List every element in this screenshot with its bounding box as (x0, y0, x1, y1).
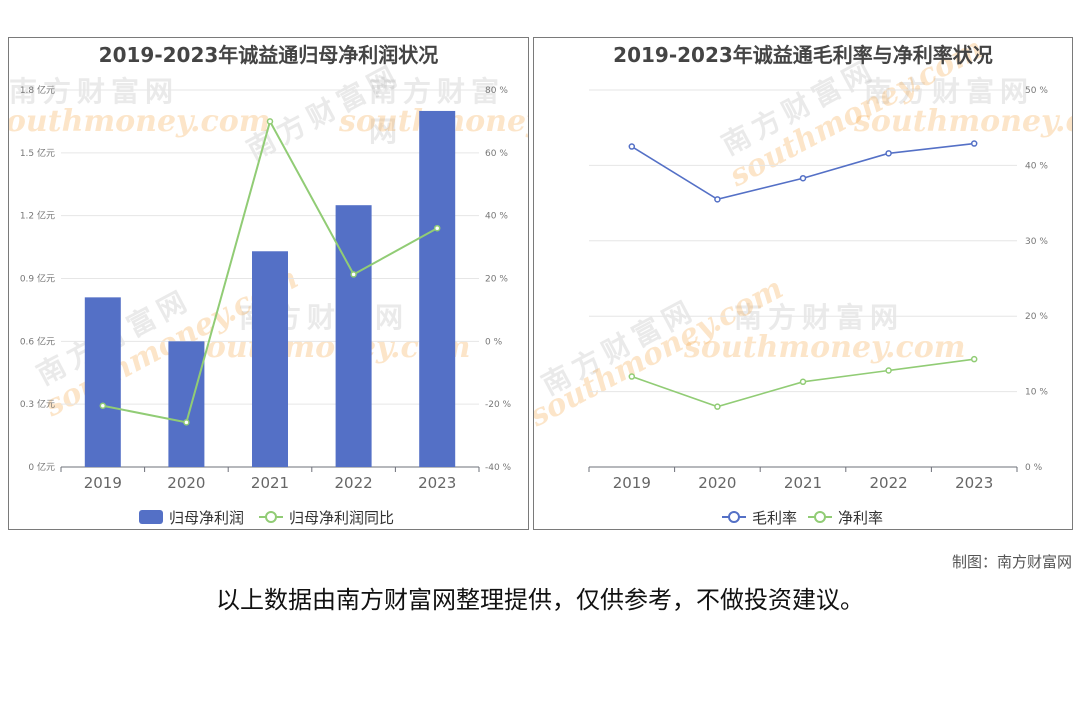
bar-net-profit (419, 110, 456, 467)
right-axis-tick-label: -40 % (485, 463, 512, 473)
point-net-margin (714, 403, 721, 410)
chart-credit: 制图：南方财富网 (951, 553, 1072, 571)
point-gross-margin (799, 174, 807, 182)
bar-net-profit (168, 341, 205, 467)
right-axis-tick-label: 0 % (485, 337, 503, 347)
x-axis-tick-label: 2020 (698, 474, 736, 492)
legend-marker-net-margin (814, 511, 826, 523)
legend-label-yoy: 归母净利润同比 (289, 509, 394, 527)
left-axis-tick-label: 0.6 亿元 (20, 335, 55, 347)
point-net-margin (970, 355, 978, 363)
point-yoy (266, 118, 274, 125)
x-axis-tick-label: 2022 (870, 474, 908, 492)
point-gross-margin (885, 150, 892, 157)
right-axis-tick-label: 20 % (1025, 312, 1048, 322)
point-gross-margin (970, 140, 978, 147)
right-axis-tick-label: 80 % (485, 86, 508, 96)
disclaimer: 以上数据由南方财富网整理提供，仅供参考，不做投资建议。 (216, 586, 864, 614)
left-axis-tick-label: 0.9 亿元 (20, 273, 55, 285)
chart-title: 2019-2023年诚益通毛利率与净利率状况 (613, 43, 993, 67)
bar-net-profit (84, 297, 121, 467)
right-axis-tick-label: 30 % (1025, 237, 1048, 247)
right-axis-tick-label: 20 % (485, 275, 508, 285)
right-axis-tick-label: 40 % (1025, 161, 1048, 171)
point-gross-margin (628, 143, 636, 150)
right-axis-tick-label: 50 % (1025, 86, 1048, 96)
bar-net-profit (335, 205, 372, 467)
point-gross-margin (714, 196, 721, 203)
x-axis-tick-label: 2021 (251, 474, 289, 492)
left-axis-tick-label: 1.2 亿元 (20, 210, 55, 222)
legend-label-gross-margin: 毛利率 (752, 509, 797, 527)
legend-marker-yoy (265, 511, 277, 523)
x-axis-tick-label: 2019 (613, 474, 651, 492)
right-axis-tick-label: 40 % (485, 212, 508, 222)
legend-label-net-margin: 净利率 (838, 509, 883, 527)
series-line-gross-margin (631, 142, 975, 201)
left-axis-tick-label: 0.3 亿元 (20, 398, 55, 410)
chart-margins: 0 % 10 % 20 % 30 % 40 % 50 % 2019 2020 2021 2022 2… (588, 86, 1048, 527)
legend-marker-gross-margin (728, 511, 740, 523)
right-axis-tick-label: -20 % (485, 400, 512, 410)
x-axis-tick-label: 2019 (84, 474, 122, 492)
x-axis-tick-label: 2023 (955, 474, 993, 492)
left-axis-tick-label: 1.5 亿元 (20, 147, 55, 159)
chart-net-profit: 0 亿元 0.3 亿元 0.6 亿元 0.9 亿元 1.2 亿元 1.5 亿元 1.8 亿元… (20, 84, 512, 527)
chart-panel-margins: 南方财富网 southmoney.com 南方财富网 southmoney.co… (533, 37, 1073, 530)
point-yoy (433, 224, 441, 232)
bar-net-profit (252, 251, 288, 467)
x-axis-tick-label: 2021 (784, 474, 822, 492)
left-axis-tick-label: 0 亿元 (28, 461, 55, 473)
point-net-margin (885, 367, 892, 374)
chart-panel-net-profit: 南方财富网 southmoney.com 南方财富网 southmoney.co… (8, 37, 529, 530)
point-yoy (183, 419, 190, 426)
right-axis-tick-label: 10 % (1025, 388, 1048, 398)
x-axis-tick-label: 2020 (167, 474, 205, 492)
x-axis-tick-label: 2022 (335, 474, 373, 492)
point-net-margin (628, 373, 636, 380)
chart-title: 2019-2023年诚益通归母净利润状况 (98, 43, 439, 67)
right-axis-tick-label: 0 % (1025, 463, 1043, 473)
x-axis-tick-label: 2023 (418, 474, 456, 492)
right-axis-tick-label: 60 % (485, 149, 508, 159)
point-yoy (350, 271, 357, 278)
point-net-margin (799, 378, 807, 386)
left-axis-tick-label: 1.8 亿元 (20, 84, 55, 96)
legend-label-net-profit: 归母净利润 (169, 509, 244, 527)
legend-swatch-net-profit (139, 510, 163, 524)
point-yoy (99, 402, 107, 409)
